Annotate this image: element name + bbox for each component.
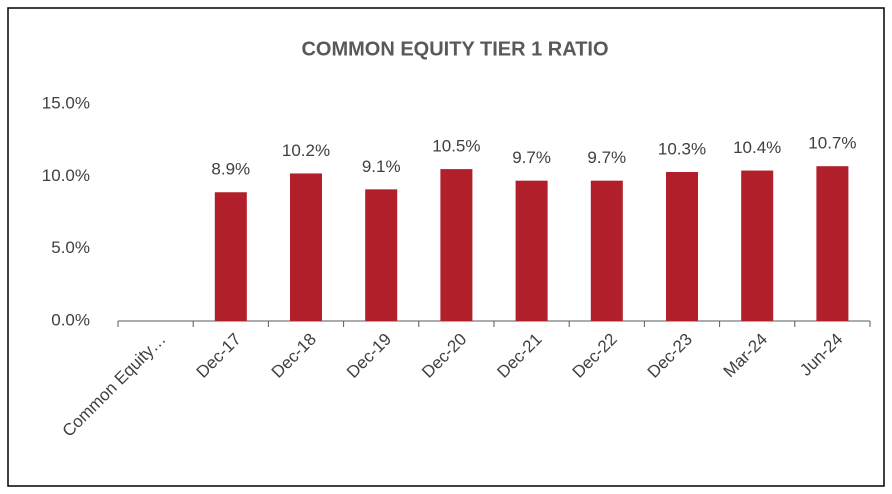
data-label: 10.4% — [733, 138, 781, 157]
data-label: 10.2% — [282, 141, 330, 160]
bar — [290, 173, 322, 321]
bar — [666, 171, 698, 321]
y-tick-label: 15.0% — [42, 93, 90, 112]
bar — [365, 189, 398, 321]
data-label: 10.5% — [432, 137, 480, 156]
chart-title: COMMON EQUITY TIER 1 RATIO — [301, 38, 608, 60]
data-label: 10.7% — [808, 134, 856, 153]
data-label: 8.9% — [211, 160, 250, 179]
bar — [440, 169, 473, 321]
y-tick-label: 10.0% — [42, 166, 90, 185]
data-label: 9.1% — [362, 157, 401, 176]
bar — [816, 166, 849, 321]
bar — [741, 170, 774, 321]
data-label: 9.7% — [587, 148, 626, 167]
bar — [515, 180, 548, 321]
bar — [214, 192, 247, 321]
y-tick-label: 0.0% — [51, 310, 90, 329]
data-label: 10.3% — [658, 139, 706, 158]
data-label: 9.7% — [512, 148, 551, 167]
y-tick-label: 5.0% — [51, 238, 90, 257]
bar — [590, 180, 623, 321]
